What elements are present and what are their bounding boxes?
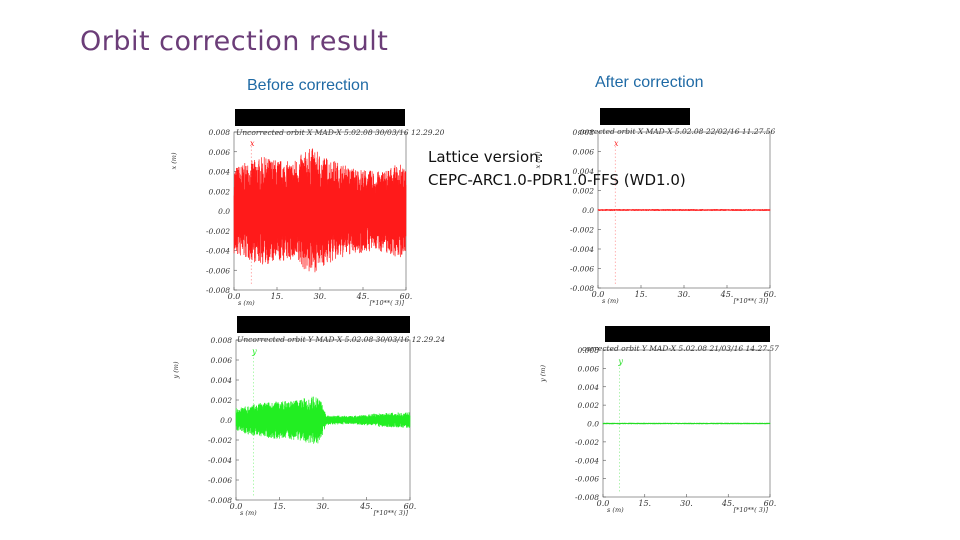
y-tick-label-after-y: -0.002 [575,438,599,447]
orbit-trace-after-y [602,422,771,425]
x-axis-label-before-y: s (m) [240,509,257,517]
lattice-note: Lattice version: CEPC-ARC1.0-PDR1.0-FFS … [428,146,686,192]
after-correction-label: After correction [595,74,704,91]
y-tick-label-before-x: 0.002 [209,187,231,196]
x-tick-label-after-y: 45. [721,499,735,508]
x-scale-label-after-y: [*10**( 3)] [734,506,769,514]
y-tick-label-after-x: 0.004 [573,167,595,176]
y-tick-label-after-y: -0.006 [575,475,599,484]
x-tick-label-after-y: 0.0 [597,499,610,508]
x-tick-label-after-x: 30. [678,290,691,299]
x-axis-label-after-y: s (m) [607,506,624,514]
y-tick-label-after-x: 0.0 [582,206,594,215]
chart-before-y: 0.008 0.006 0.004 0.002 0.0 -0.002 -0.004 -0.00… [172,336,416,517]
x-tick-label-before-y: 30. [317,502,330,511]
x-tick-label-before-x: 45. [356,292,370,301]
x-tick-label-after-x: 45. [720,290,734,299]
x-tick-label-before-x: 60. [400,292,413,301]
lattice-version-value: CEPC-ARC1.0-PDR1.0-FFS (WD1.0) [428,171,686,189]
orbit-trace-before-x [233,148,407,273]
y-tick-label-after-x: -0.004 [570,245,594,254]
x-tick-label-before-x: 30. [314,292,327,301]
y-tick-label-after-y: -0.004 [575,456,599,465]
y-tick-label-after-x: 0.002 [573,187,595,196]
y-tick-label-after-y: -0.008 [575,493,599,502]
x-tick-label-before-x: 15. [271,292,284,301]
y-tick-label-after-y: 0.008 [578,346,600,355]
x-scale-label-before-x: [*10**( 3)] [370,299,405,307]
y-tick-label-after-y: 0.0 [587,420,599,429]
y-tick-label-after-x: 0.006 [573,148,595,157]
series-marker-after-x: x [614,139,619,148]
x-tick-label-after-x: 15. [635,290,648,299]
series-marker-after-y: y [617,357,623,366]
x-tick-label-after-y: 30. [680,499,693,508]
y-tick-label-before-y: -0.002 [208,436,232,445]
y-tick-label-after-x: -0.002 [570,226,594,235]
x-scale-label-before-y: [*10**( 3)] [374,509,409,517]
y-axis-label-before-y: y (m) [172,361,180,379]
y-axis-label-after-y: y (m) [539,365,547,383]
x-tick-label-after-y: 15. [638,499,651,508]
plot-caption-before-x: Uncorrected orbit X MAD-X 5.02.08 30/03/… [236,128,445,137]
y-tick-label-before-x: -0.002 [206,227,230,236]
x-axis-label-after-x: s (m) [602,297,619,305]
series-marker-before-x: x [250,139,255,148]
y-tick-label-before-y: 0.004 [211,376,233,385]
y-tick-label-before-y: -0.004 [208,456,232,465]
chart-after-x: 0.008 0.006 0.004 0.002 0.0 -0.002 -0.004 -0.00… [534,128,776,305]
plot-caption-after-x: corrected orbit X MAD-X 5.02.08 22/02/16… [578,127,776,136]
y-axis-label-before-x: x (m) [170,152,178,169]
y-tick-label-after-x: 0.008 [573,128,595,137]
y-tick-label-after-y: 0.002 [578,401,600,410]
y-tick-label-before-x: 0.0 [218,207,230,216]
y-tick-label-after-x: -0.008 [570,284,594,293]
slide-title: Orbit correction result [80,26,389,57]
plot-caption-after-y: corrected orbit Y MAD-X 5.02.08 21/03/16… [582,344,779,353]
chart-before-x: 0.008 0.006 0.004 0.002 0.0 -0.002 -0.004 -0.00… [170,128,412,307]
x-tick-label-before-y: 15. [273,502,286,511]
x-tick-label-after-y: 60. [764,499,777,508]
redaction-bar-after-y [605,326,770,342]
orbit-trace-before-y [235,396,411,444]
series-marker-before-y: y [251,347,257,356]
y-tick-label-before-y: 0.0 [220,416,232,425]
y-tick-label-after-x: -0.006 [570,265,594,274]
x-tick-label-after-x: 0.0 [592,290,605,299]
y-tick-label-before-y: 0.008 [211,336,233,345]
x-tick-label-before-y: 60. [404,502,417,511]
x-tick-label-before-x: 0.0 [228,292,241,301]
y-tick-label-before-x: -0.004 [206,247,230,256]
y-tick-label-before-x: -0.006 [206,266,230,275]
y-tick-label-before-y: -0.006 [208,476,232,485]
y-tick-label-after-y: 0.006 [578,364,600,373]
redaction-bar-after-x [600,108,690,125]
y-tick-label-before-x: -0.008 [206,286,230,295]
y-tick-label-before-x: 0.008 [209,128,231,137]
y-tick-label-before-y: 0.002 [211,396,233,405]
y-axis-label-after-x: x (m) [534,151,542,168]
y-tick-label-before-x: 0.006 [209,148,231,157]
y-tick-label-before-y: -0.008 [208,496,232,505]
x-tick-label-before-y: 45. [359,502,373,511]
x-tick-label-after-x: 60. [764,290,777,299]
x-axis-label-before-x: s (m) [238,299,255,307]
x-tick-label-before-y: 0.0 [230,502,243,511]
y-tick-label-before-y: 0.006 [211,356,233,365]
chart-after-y: 0.008 0.006 0.004 0.002 0.0 -0.002 -0.004 -0.00… [539,346,776,514]
x-scale-label-after-x: [*10**( 3)] [734,297,769,305]
plot-caption-before-y: Uncorrected orbit Y MAD-X 5.02.08 30/03/… [237,335,446,344]
y-tick-label-before-x: 0.004 [209,168,231,177]
lattice-version-label: Lattice version: [428,148,544,166]
before-correction-label: Before correction [247,77,369,94]
orbit-trace-after-x [597,208,771,212]
redaction-bar-before-x [235,109,405,126]
y-tick-label-after-y: 0.004 [578,383,600,392]
redaction-bar-before-y [237,316,410,333]
